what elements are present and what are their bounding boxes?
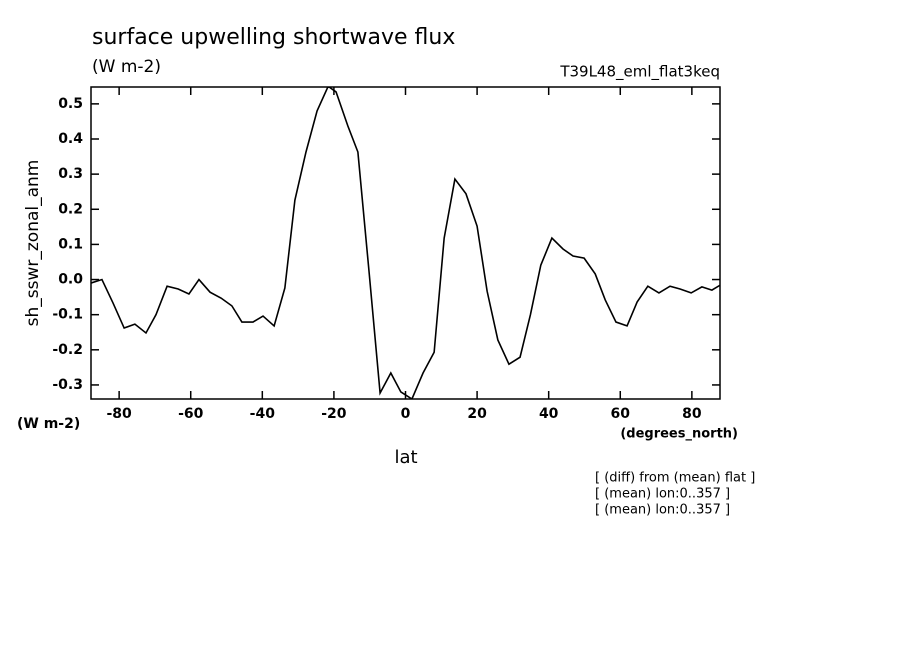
x-tick-label: -80 xyxy=(106,406,132,422)
y-tick-label: -0.3 xyxy=(52,377,83,393)
chart-title: surface upwelling shortwave flux xyxy=(92,25,455,50)
y-tick-label: 0.1 xyxy=(58,236,83,252)
x-tick-label: -40 xyxy=(250,406,276,422)
y-units: (W m-2) xyxy=(17,416,80,432)
x-tick-label: 80 xyxy=(682,406,702,422)
y-tick-label: -0.2 xyxy=(52,342,83,358)
y-tick-label: 0.3 xyxy=(58,166,83,182)
chart-subtitle: (W m-2) xyxy=(92,57,161,77)
run-label: T39L48_eml_flat3keq xyxy=(559,63,720,82)
note: [ (diff) from (mean) flat ] xyxy=(595,471,755,486)
y-tick-label: 0.2 xyxy=(58,201,83,217)
x-tick-label: 60 xyxy=(611,406,631,422)
x-units: (degrees_north) xyxy=(620,427,738,442)
x-axis-label: lat xyxy=(394,447,417,468)
x-tick-label: 20 xyxy=(467,406,487,422)
y-tick-label: 0.5 xyxy=(58,96,83,112)
y-axis-label: sh_sswr_zonal_anm xyxy=(23,160,43,327)
x-tick-label: -60 xyxy=(178,406,204,422)
x-tick-label: 0 xyxy=(401,406,411,422)
data-line xyxy=(91,87,720,399)
x-tick-label: -20 xyxy=(321,406,347,422)
note: [ (mean) lon:0..357 ] xyxy=(595,503,730,518)
y-tick-label: 0.0 xyxy=(58,272,83,288)
note: [ (mean) lon:0..357 ] xyxy=(595,487,730,502)
x-tick-label: 40 xyxy=(539,406,559,422)
plot-frame xyxy=(90,86,721,400)
y-tick-label: -0.1 xyxy=(52,307,83,323)
y-tick-label: 0.4 xyxy=(58,131,83,147)
